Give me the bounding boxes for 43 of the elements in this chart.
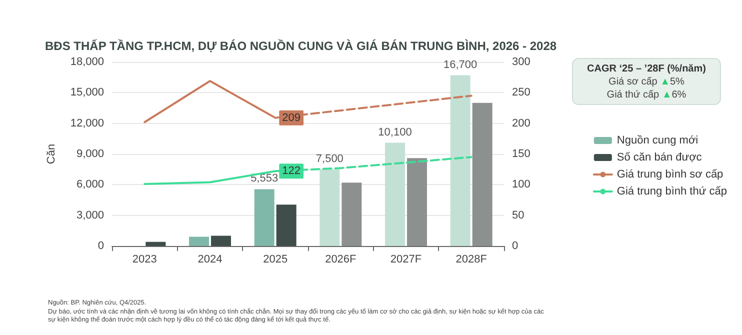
y-tick-label: 6,000 (76, 178, 104, 191)
data-label: 122 (282, 165, 301, 178)
y-tick-label: 9,000 (76, 148, 104, 160)
y2-tick-label: 200 (512, 117, 530, 130)
chart-title: BĐS THẤP TẦNG TP.HCM, DỰ BÁO NGUỒN CUNG VÀ GIÁ BÁN TRUNG BÌNH, 2026 - 2028 (45, 39, 557, 53)
y-tick-label: 12,000 (70, 117, 104, 130)
bar (276, 204, 296, 246)
data-label: 209 (282, 112, 301, 124)
y2-tick-label: 300 (512, 56, 530, 68)
bar (450, 75, 470, 246)
y2-tick-label: 100 (512, 178, 530, 191)
legend-label: Số căn bán được (616, 152, 702, 164)
bar (320, 169, 340, 246)
legend-label: Giá trung bình sơ cấp (616, 168, 724, 180)
y-tick-label: 3,000 (76, 209, 104, 222)
x-tick-label: 2024 (198, 254, 222, 266)
legend-label: Nguồn cung mới (616, 134, 698, 146)
bar (254, 189, 274, 246)
y2-tick-label: 50 (512, 209, 524, 222)
y2-tick-label: 150 (512, 148, 530, 160)
y-tick-label: 18,000 (70, 56, 104, 68)
legend-label: Giá trung bình thứ cấp (616, 186, 728, 198)
bar (146, 242, 166, 246)
y-tick-label: 0 (98, 240, 104, 252)
bar (472, 102, 492, 246)
bar (342, 182, 362, 246)
data-label: 7,500 (316, 152, 344, 165)
data-label: 16,700 (444, 58, 478, 71)
bar (189, 236, 209, 246)
data-label: 10,100 (378, 126, 412, 138)
x-tick-label: 2026F (325, 254, 357, 266)
x-tick-label: 2028F (456, 254, 488, 266)
x-tick-label: 2025 (263, 254, 288, 266)
y2-tick-label: 250 (512, 86, 530, 99)
y-axis-title: Căn (46, 144, 58, 164)
y-tick-label: 15,000 (70, 86, 104, 99)
x-tick-label: 2027F (390, 254, 422, 266)
bar (407, 158, 427, 246)
x-tick-label: 2023 (132, 254, 157, 266)
bar (211, 236, 231, 246)
bar (385, 142, 405, 246)
text: CAGR ‘25 – ’28F (%/năm) Giá sơ cấp ▲5% Giá thứ cấp ▲6% (587, 64, 706, 100)
y2-tick-label: 0 (512, 240, 518, 252)
